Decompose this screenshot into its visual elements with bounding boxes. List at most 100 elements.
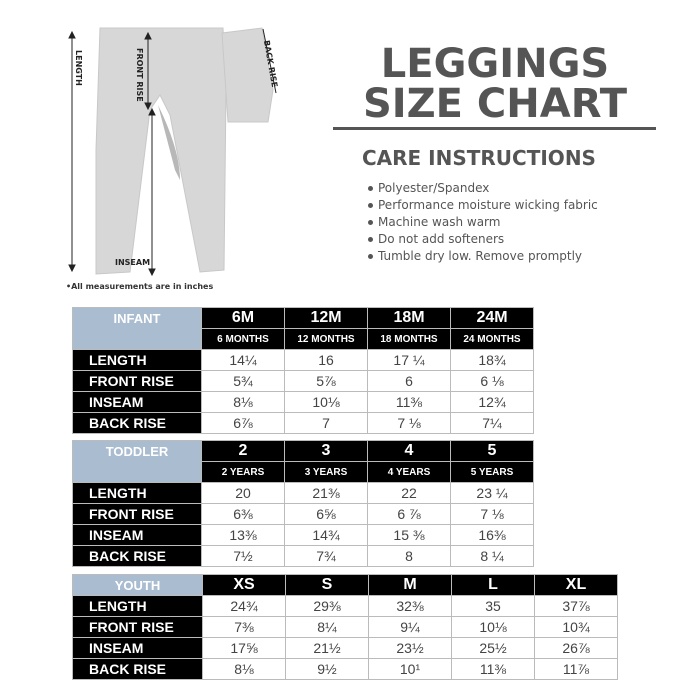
table-cell: 12¾ [451,392,533,412]
table-cell: 6⅞ [202,413,284,433]
table-cell: 16 [285,350,367,370]
table-cell: 21⅜ [285,483,367,503]
table-cell: 7¾ [285,546,367,566]
table-cell: 11⅞ [535,659,617,679]
care-item: Tumble dry low. Remove promptly [368,248,598,265]
table-cell: 17⅝ [203,638,285,658]
table-cell: 23 ¼ [451,483,533,503]
size-header: 3 [285,441,367,461]
table-cell: 6⅝ [285,504,367,524]
size-table-youth: YOUTH XS S M L XL LENGTH 24¾ 29⅜ 32⅜ 35 37⅞ FRONT RI… [72,574,618,680]
table-cell: 37⅞ [535,596,617,616]
table-cell: 8 [368,546,450,566]
group-header: INFANT [73,308,201,349]
size-header: 5 [451,441,533,461]
table-cell: 20 [202,483,284,503]
size-subtitle: 24 MONTHS [451,329,533,349]
size-header: XS [203,575,285,595]
table-cell: 10⅛ [285,392,367,412]
table-cell: 5⅞ [285,371,367,391]
table-cell: 7 [285,413,367,433]
inseam-label: INSEAM [115,258,151,267]
size-header: 18M [368,308,450,328]
care-item: Performance moisture wicking fabric [368,197,598,214]
bullet-icon [368,237,373,242]
size-header: 12M [285,308,367,328]
table-cell: 9¼ [369,617,451,637]
care-item: Machine wash warm [368,214,598,231]
table-cell: 15 ⅜ [368,525,450,545]
table-cell: 10⅛ [452,617,534,637]
size-header: 4 [368,441,450,461]
size-header: S [286,575,368,595]
table-cell: 6⅜ [202,504,284,524]
row-label: FRONT RISE [73,504,201,524]
table-cell: 7 ⅛ [368,413,450,433]
size-subtitle: 4 YEARS [368,462,450,482]
table-cell: 14¼ [202,350,284,370]
care-item: Do not add softeners [368,231,598,248]
bullet-icon [368,220,373,225]
table-cell: 7 ⅛ [451,504,533,524]
table-cell: 23½ [369,638,451,658]
title-divider [333,127,656,130]
table-cell: 10¹ [369,659,451,679]
table-cell: 26⅞ [535,638,617,658]
table-cell: 29⅜ [286,596,368,616]
bullet-icon [368,203,373,208]
row-label: BACK RISE [73,659,202,679]
table-cell: 9½ [286,659,368,679]
table-cell: 24¾ [203,596,285,616]
table-cell: 6 [368,371,450,391]
table-cell: 7⅜ [203,617,285,637]
row-label: BACK RISE [73,546,201,566]
row-label: INSEAM [73,525,201,545]
size-header: 2 [202,441,284,461]
size-header: XL [535,575,617,595]
table-cell: 6 ⅞ [368,504,450,524]
table-cell: 18¾ [451,350,533,370]
table-cell: 16⅜ [451,525,533,545]
table-cell: 17 ¼ [368,350,450,370]
size-subtitle: 2 YEARS [202,462,284,482]
size-subtitle: 3 YEARS [285,462,367,482]
table-cell: 14¾ [285,525,367,545]
leggings-illustration [68,27,277,277]
size-table-infant: INFANT 6M 12M 18M 24M 6 MONTHS 12 MONTHS 18 MON… [72,307,534,434]
table-cell: 5¾ [202,371,284,391]
table-cell: 21½ [286,638,368,658]
table-cell: 7¼ [451,413,533,433]
table-cell: 11⅜ [452,659,534,679]
table-cell: 8⅛ [203,659,285,679]
row-label: INSEAM [73,638,202,658]
row-label: LENGTH [73,483,201,503]
row-label: FRONT RISE [73,371,201,391]
row-label: LENGTH [73,596,202,616]
title-line-2: SIZE CHART [362,81,628,127]
table-cell: 35 [452,596,534,616]
row-label: FRONT RISE [73,617,202,637]
table-cell: 6 ⅛ [451,371,533,391]
size-table-toddler: TODDLER 2 3 4 5 2 YEARS 3 YEARS 4 YEARS 5 YEARS L… [72,440,534,567]
bullet-icon [368,186,373,191]
measurement-note: •All measurements are in inches [66,282,214,291]
size-subtitle: 6 MONTHS [202,329,284,349]
bullet-icon [368,254,373,259]
length-label: LENGTH [74,50,83,86]
table-cell: 11⅜ [368,392,450,412]
front-rise-label: FRONT RISE [135,48,144,102]
size-header: M [369,575,451,595]
row-label: INSEAM [73,392,201,412]
row-label: LENGTH [73,350,201,370]
care-list: Polyester/Spandex Performance moisture w… [368,180,598,265]
table-cell: 8 ¼ [451,546,533,566]
table-cell: 7½ [202,546,284,566]
title-line-1: LEGGINGS [380,41,610,87]
size-header: 24M [451,308,533,328]
table-cell: 8¼ [286,617,368,637]
care-heading: CARE INSTRUCTIONS [362,146,596,170]
size-subtitle: 5 YEARS [451,462,533,482]
table-cell: 10¾ [535,617,617,637]
size-subtitle: 12 MONTHS [285,329,367,349]
table-cell: 32⅜ [369,596,451,616]
